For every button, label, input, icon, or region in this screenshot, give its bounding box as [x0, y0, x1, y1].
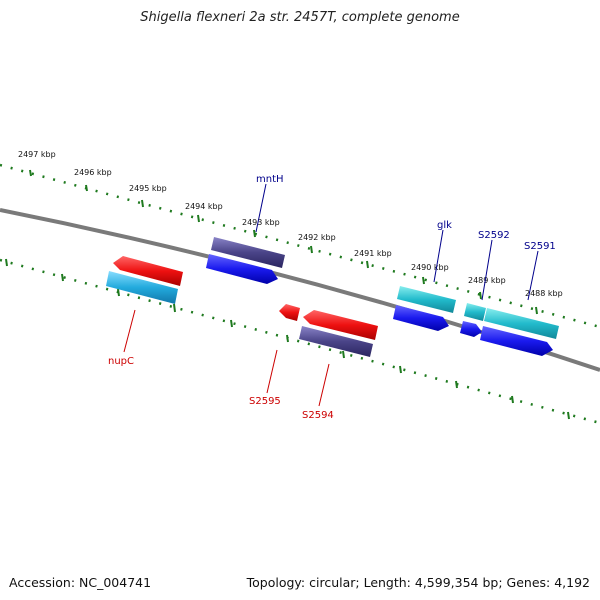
cds-arrow-glk[interactable]	[393, 305, 449, 331]
cds-arrow-s2592[interactable]	[460, 321, 482, 337]
cds-feature-s2591[interactable]	[484, 308, 559, 339]
cds-feature-s2594[interactable]	[299, 326, 373, 357]
outer-major-ticks	[29, 169, 538, 315]
gene-label-s2591[interactable]: S2591	[524, 241, 556, 252]
forward-strand-features	[206, 237, 559, 356]
kbp-labels: 2497 kbp 2496 kbp 2495 kbp 2494 kbp 2493…	[18, 150, 563, 298]
kbp-label: 2488 kbp	[525, 289, 563, 298]
outer-tick-track	[0, 163, 600, 329]
cds-arrow-s2591[interactable]	[480, 326, 553, 356]
cds-feature-glk[interactable]	[397, 286, 456, 313]
kbp-label: 2495 kbp	[129, 184, 167, 193]
gene-label-nupc[interactable]: nupC	[108, 356, 134, 367]
gene-label-s2592[interactable]: S2592	[478, 230, 510, 241]
cds-feature-nupc[interactable]	[106, 271, 178, 304]
kbp-label: 2497 kbp	[18, 150, 56, 159]
kbp-label: 2491 kbp	[354, 249, 392, 258]
kbp-label: 2492 kbp	[298, 233, 336, 242]
gene-label-s2595[interactable]: S2595	[249, 396, 281, 407]
cds-arrow-s2595[interactable]	[279, 304, 300, 321]
cds-arrow-nupc[interactable]	[113, 256, 183, 286]
inner-major-ticks	[5, 258, 570, 420]
kbp-label: 2489 kbp	[468, 276, 506, 285]
gene-label-mnth[interactable]: mntH	[256, 174, 284, 185]
cds-arrow-s2594[interactable]	[303, 310, 378, 340]
gene-label-glk[interactable]: glk	[437, 220, 452, 231]
gene-labels: mntH glk S2592 S2591 nupC S2595 S2594	[108, 174, 556, 421]
label-leaders	[123, 183, 539, 407]
reverse-strand-features	[106, 256, 378, 357]
cds-feature-s2592[interactable]	[464, 303, 486, 321]
kbp-label: 2490 kbp	[411, 263, 449, 272]
kbp-label: 2494 kbp	[185, 202, 223, 211]
accession-text: Accession: NC_004741	[9, 575, 152, 590]
topology-text: Topology: circular; Length: 4,599,354 bp…	[246, 575, 590, 590]
map-title: Shigella flexneri 2a str. 2457T, complet…	[140, 10, 460, 25]
kbp-label: 2493 kbp	[242, 218, 280, 227]
cds-feature-mnth[interactable]	[211, 237, 285, 268]
kbp-label: 2496 kbp	[74, 168, 112, 177]
cds-arrow-mnth[interactable]	[206, 254, 278, 284]
gene-label-s2594[interactable]: S2594	[302, 410, 334, 421]
inner-tick-track	[0, 258, 600, 425]
